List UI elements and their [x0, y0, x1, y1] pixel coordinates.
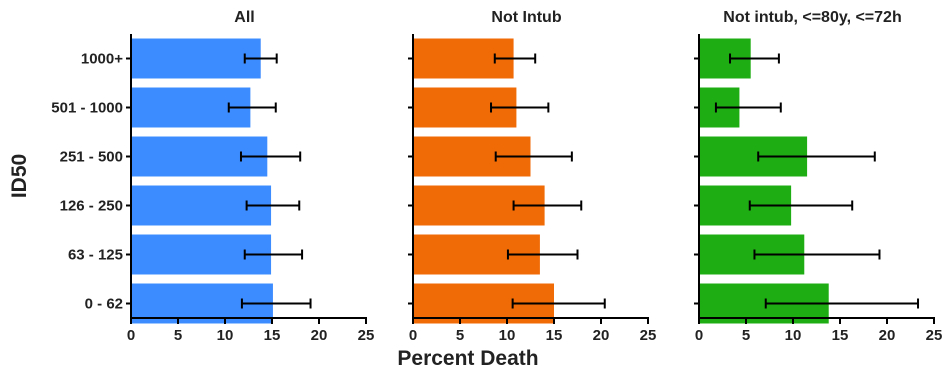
error-bar-251-500 [757, 151, 876, 162]
panel-3: Not intub, <=80y, <=72h 0 5 10 15 20 25 [694, 9, 942, 344]
panel-2: Not Intub 0 5 10 15 20 25 [408, 9, 656, 344]
x-axis: 0 5 10 15 20 25 [409, 317, 657, 344]
bar-1000 [131, 38, 261, 79]
panels: 1000+ 501 - 1000 251 - 500 126 - 250 63 - 12… [51, 9, 942, 344]
x-tick-label: 10 [499, 327, 516, 344]
x-tick-label: 25 [926, 327, 943, 344]
error-bar-501-1000 [227, 102, 277, 113]
x-tick-label: 15 [264, 327, 281, 344]
x-tick-label: 15 [832, 327, 849, 344]
x-tick-label: 20 [593, 327, 610, 344]
category-label-0-62: 0 - 62 [85, 296, 123, 313]
x-axis: 0 5 10 15 20 25 [127, 317, 375, 344]
error-bar-1000 [493, 53, 537, 64]
error-bar-1000 [243, 53, 278, 64]
y-axis [408, 34, 414, 318]
panel-title: Not intub, <=80y, <=72h [723, 9, 901, 26]
x-tick-label: 0 [409, 327, 417, 344]
x-tick-label: 10 [785, 327, 802, 344]
category-label-501-1000: 501 - 1000 [51, 100, 123, 117]
panel-title: Not Intub [491, 9, 561, 26]
x-tick-label: 5 [456, 327, 464, 344]
y-axis-title: ID50 [8, 154, 31, 198]
x-tick-label: 5 [174, 327, 182, 344]
x-tick-label: 25 [358, 327, 375, 344]
x-tick-label: 0 [695, 327, 703, 344]
error-bar-126-250 [245, 200, 301, 211]
x-axis-title: Percent Death [397, 347, 538, 370]
category-label-63-125: 63 - 125 [68, 247, 123, 264]
error-bar-126-250 [512, 200, 583, 211]
error-bar-0-62 [764, 298, 920, 309]
x-tick-label: 5 [742, 327, 750, 344]
error-bar-63-125 [753, 249, 881, 260]
category-label-1000: 1000+ [81, 51, 123, 68]
x-axis: 0 5 10 15 20 25 [695, 317, 943, 344]
x-tick-label: 15 [546, 327, 563, 344]
category-label-251-500: 251 - 500 [60, 149, 123, 166]
error-bar-63-125 [506, 249, 579, 260]
error-bar-0-62 [511, 298, 606, 309]
category-label-126-250: 126 - 250 [60, 198, 123, 215]
panel-title: All [234, 9, 254, 26]
error-bar-501-1000 [714, 102, 782, 113]
y-axis [694, 34, 700, 318]
error-bar-1000 [729, 53, 780, 64]
x-tick-label: 0 [127, 327, 135, 344]
error-bar-63-125 [243, 249, 304, 260]
panel-1: All 0 5 10 15 20 25 [126, 9, 374, 344]
x-tick-label: 20 [879, 327, 896, 344]
error-bar-251-500 [494, 151, 573, 162]
error-bar-126-250 [748, 200, 854, 211]
x-tick-label: 10 [217, 327, 234, 344]
y-axis [126, 34, 132, 318]
error-bar-251-500 [239, 151, 302, 162]
x-tick-label: 20 [311, 327, 328, 344]
error-bar-0-62 [240, 298, 312, 309]
x-tick-label: 25 [640, 327, 657, 344]
error-bar-501-1000 [490, 102, 550, 113]
